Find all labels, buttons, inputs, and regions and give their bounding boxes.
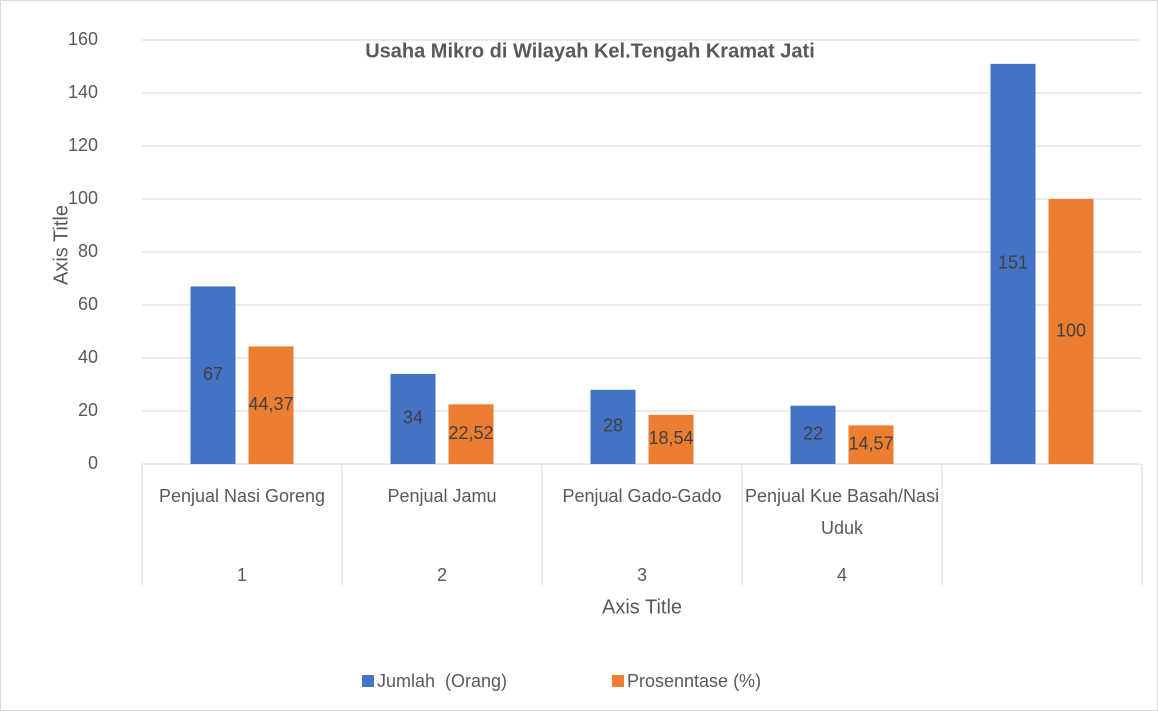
- x-tick-label: Penjual Nasi Goreng: [158, 486, 326, 506]
- y-axis-title: Axis Title: [50, 205, 72, 285]
- bar: [790, 405, 836, 464]
- data-label: 22,52: [448, 423, 493, 443]
- legend-swatch: [612, 675, 624, 687]
- data-label: 14,57: [848, 433, 893, 453]
- data-label: 44,37: [248, 394, 293, 414]
- y-tick-label: 0: [88, 453, 98, 473]
- x-tick-label: Penjual Kue Basah/Nasi Uduk: [744, 486, 940, 538]
- data-label: 67: [203, 364, 223, 384]
- bar: [190, 286, 236, 464]
- y-tick-label: 120: [68, 135, 98, 155]
- x-tick-label-wrap: Penjual Nasi Goreng: [158, 486, 326, 506]
- data-label: 151: [998, 253, 1028, 273]
- x-axis-title: Axis Title: [602, 596, 682, 618]
- data-label: 34: [403, 408, 423, 428]
- bar: [648, 414, 694, 464]
- x-group-label: 2: [437, 565, 447, 585]
- bar: [248, 346, 294, 464]
- y-tick-label: 160: [68, 29, 98, 49]
- data-label: 22: [803, 424, 823, 444]
- chart-title: Usaha Mikro di Wilayah Kel.Tengah Kramat…: [365, 40, 815, 62]
- x-group-label: 4: [837, 565, 847, 585]
- x-group-label: 3: [637, 565, 647, 585]
- bar: [848, 425, 894, 464]
- y-tick-label: 60: [78, 294, 98, 314]
- data-label: 28: [603, 416, 623, 436]
- y-tick-label: 40: [78, 347, 98, 367]
- legend-label: Prosenntase (%): [627, 671, 761, 691]
- x-tick-label-wrap: Penjual Kue Basah/Nasi Uduk: [744, 486, 940, 538]
- x-group-label: 1: [237, 565, 247, 585]
- y-tick-label: 20: [78, 400, 98, 420]
- y-tick-label: 140: [68, 82, 98, 102]
- bar: [1048, 199, 1094, 464]
- legend-swatch: [362, 675, 374, 687]
- data-label: 18,54: [648, 428, 693, 448]
- x-tick-label: Penjual Jamu: [387, 486, 497, 506]
- legend-label: Jumlah (Orang): [377, 671, 507, 691]
- bar: [390, 373, 436, 464]
- bar: [990, 63, 1036, 464]
- y-tick-label: 100: [68, 188, 98, 208]
- bar: [590, 389, 636, 464]
- x-tick-label: Penjual Gado-Gado: [562, 486, 722, 506]
- bar: [448, 404, 494, 464]
- data-label: 100: [1056, 320, 1086, 340]
- x-tick-label-wrap: Penjual Gado-Gado: [562, 486, 722, 506]
- x-tick-label-wrap: Penjual Jamu: [387, 486, 497, 506]
- y-tick-label: 80: [78, 241, 98, 261]
